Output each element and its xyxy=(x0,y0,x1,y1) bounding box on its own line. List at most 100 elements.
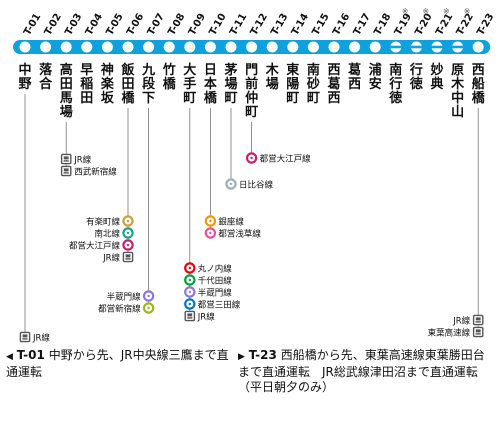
train-icon-window xyxy=(475,317,481,321)
left-arrow-icon: ◀ xyxy=(6,352,13,362)
station-name-char: 九 xyxy=(141,63,155,78)
station-name-char: 町 xyxy=(224,91,237,106)
station-name-char: 飯 xyxy=(120,62,134,78)
station-marker xyxy=(184,41,196,53)
station-name-char: 典 xyxy=(430,76,443,92)
station-name-char: 日 xyxy=(204,63,217,78)
note-left-text: 中野から先、JR中央線三鷹まで直通運転 xyxy=(6,348,229,379)
station-name-char: 徳 xyxy=(388,90,402,106)
station-marker xyxy=(307,41,319,53)
station-name-char: 町 xyxy=(286,91,299,106)
line-symbol-dot xyxy=(209,219,212,223)
train-icon-base xyxy=(187,317,193,319)
line-symbol-dot xyxy=(188,278,191,282)
line-symbol-dot xyxy=(188,302,191,306)
station-code: T-11 xyxy=(228,12,249,38)
station-code: T-02 xyxy=(43,12,64,38)
transfer-label: 都営大江戸線 xyxy=(260,154,312,165)
station-code: T-10 xyxy=(207,12,228,38)
transfer-label: 丸ノ内線 xyxy=(198,264,233,275)
station-name-char: 西 xyxy=(327,91,340,106)
station-marker xyxy=(40,41,52,53)
station-name-char: 合 xyxy=(39,76,53,92)
transfer-label: 南北線 xyxy=(94,229,120,240)
station-name-char: 大 xyxy=(183,62,196,78)
transfer-label: 有楽町線 xyxy=(86,217,121,228)
station-marker xyxy=(369,41,381,53)
line-symbol-dot xyxy=(188,266,191,270)
station-codes: T-01 T-02 T-03 T-04 T-05 T-06 T-07 T-08 T-09 T-10… xyxy=(22,7,496,38)
transfer-label: JR線 xyxy=(452,316,470,327)
note-left-code: T-01 xyxy=(16,348,45,362)
skip-mark: ※ xyxy=(402,7,409,16)
station-name-char: 楽 xyxy=(100,76,115,92)
transfer-label: 半蔵門線 xyxy=(198,288,233,299)
line-symbol-dot xyxy=(126,231,130,235)
transfer-label: 東葉高速線 xyxy=(428,328,471,339)
station-name-char: 田 xyxy=(121,77,134,92)
station-name-char: 原 xyxy=(451,63,464,78)
transfer-label: 銀座線 xyxy=(218,217,244,228)
transfer-lines: JR線JR線西武新宿線有楽町線南北線都営大江戸線JR線半蔵門線都営新宿線丸ノ内線… xyxy=(19,94,484,344)
station-name-char: 南 xyxy=(307,62,320,78)
transfer-label: 都営浅草線 xyxy=(218,229,261,240)
station-name-char: 中 xyxy=(18,62,31,78)
station-code: T-09 xyxy=(187,12,208,38)
right-arrow-icon: ▶ xyxy=(238,352,245,362)
station-name-char: 高 xyxy=(60,62,73,78)
station-marker xyxy=(246,41,258,53)
train-icon-window xyxy=(63,156,69,160)
station-marker xyxy=(163,41,175,53)
line-symbol-dot xyxy=(229,182,233,186)
station-name-char: 田 xyxy=(60,77,73,92)
station-name-char: 橋 xyxy=(472,90,486,106)
transfer-label: 都営大江戸線 xyxy=(69,241,121,252)
station-marker xyxy=(204,41,216,53)
transfer-label: JR線 xyxy=(32,333,50,344)
station-code: T-14 xyxy=(290,12,311,38)
station-names: 中野落合高田馬場早稲田神楽坂飯田橋九段下竹橋大手町日本橋茅場町門前仲町木場東陽町… xyxy=(18,62,485,120)
station-name-char: 本 xyxy=(204,76,217,92)
station-marker xyxy=(19,41,31,53)
note-nishifunabashi-through-service: ▶ T-23 西船橋から先、東葉高速線東葉勝田台まで直通運転 JR総武線津田沼ま… xyxy=(238,348,496,395)
station-name-char: 早 xyxy=(80,63,93,78)
station-name-char: 陽 xyxy=(286,76,299,92)
station-name-char: 手 xyxy=(183,76,196,92)
transfer-label: JR線 xyxy=(102,253,120,264)
station-name-char: 中 xyxy=(451,90,464,106)
station-code: T-18 xyxy=(372,12,393,38)
station-name-char: 葛 xyxy=(326,76,340,92)
station-marker xyxy=(225,41,237,53)
skip-mark: ※ xyxy=(443,7,450,16)
station-marker xyxy=(266,41,278,53)
transfer-label: 西武新宿線 xyxy=(74,167,117,178)
station-name-char: 木 xyxy=(450,76,465,92)
station-name-char: 安 xyxy=(369,76,382,92)
station-name-char: 前 xyxy=(245,76,258,92)
station-code: T-04 xyxy=(84,12,105,38)
note-nakano-through-service: ◀ T-01 中野から先、JR中央線三鷹まで直通運転 xyxy=(6,348,236,380)
station-name-char: 行 xyxy=(409,62,423,78)
transfer-label: 半蔵門線 xyxy=(107,292,142,303)
station-name-char: 橋 xyxy=(204,90,218,106)
train-icon-window xyxy=(187,313,193,317)
station-code: T-07 xyxy=(146,12,167,38)
station-marker xyxy=(101,41,113,53)
station-name-char: 茅 xyxy=(224,62,237,78)
station-name-char: 神 xyxy=(101,62,114,78)
station-name-char: 竹 xyxy=(162,62,176,78)
station-code: T-17 xyxy=(352,12,373,38)
train-icon-base xyxy=(63,172,69,174)
station-name-char: 橋 xyxy=(121,90,135,106)
note-right-code: T-23 xyxy=(248,348,277,362)
station-name-char: 場 xyxy=(60,104,73,120)
train-icon-window xyxy=(125,254,131,258)
station-name-char: 西 xyxy=(327,63,340,78)
station-code: T-23 xyxy=(475,12,496,38)
station-marker xyxy=(60,41,72,53)
station-name-char: 門 xyxy=(245,63,258,78)
station-name-char: 坂 xyxy=(101,90,115,106)
train-icon-base xyxy=(475,333,481,335)
train-icon-base xyxy=(125,258,131,260)
station-name-char: 段 xyxy=(142,76,155,92)
